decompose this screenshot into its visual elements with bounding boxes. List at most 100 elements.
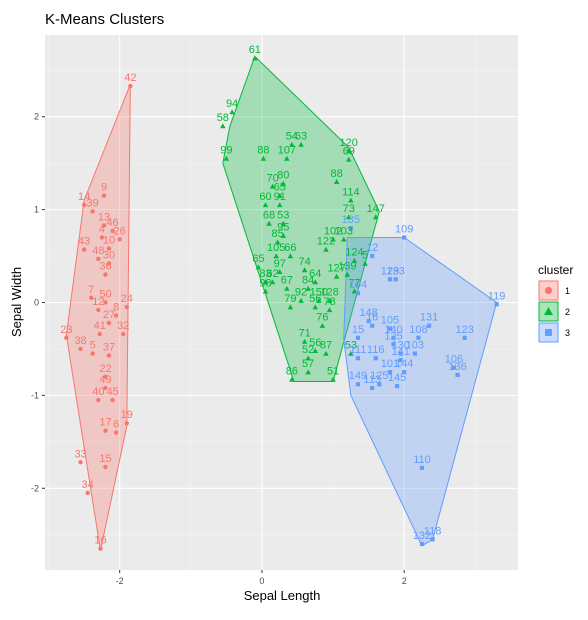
cluster-3-point bbox=[370, 323, 375, 328]
cluster-1-point bbox=[124, 421, 129, 426]
cluster-hull-2 bbox=[222, 55, 380, 382]
cluster-2-point-label: 122 bbox=[317, 236, 335, 248]
cluster-2-point bbox=[323, 246, 329, 252]
cluster-3-point bbox=[373, 356, 378, 361]
cluster-2-point-label: 92 bbox=[295, 287, 307, 299]
cluster-1-point-label: 6 bbox=[113, 419, 119, 431]
cluster-1-point-label: 32 bbox=[117, 320, 129, 332]
cluster-2-point-label: 64 bbox=[309, 268, 321, 280]
x-axis-label: Sepal Length bbox=[244, 588, 321, 603]
cluster-2-point-label: 60 bbox=[259, 191, 271, 203]
cluster-1-point bbox=[103, 385, 108, 391]
cluster-2-point bbox=[269, 183, 276, 189]
cluster-2-point bbox=[287, 304, 294, 310]
legend: cluster 1 2 3 bbox=[538, 263, 573, 343]
cluster-1-point bbox=[110, 397, 115, 403]
cluster-2-point bbox=[301, 267, 308, 273]
cluster-3-point-label: 113 bbox=[363, 374, 381, 386]
cluster-3-point-label: 12 bbox=[366, 242, 378, 254]
y-tick-label: 0 bbox=[34, 298, 39, 308]
cluster-3-point bbox=[451, 365, 457, 370]
cluster-2-point-label: 94 bbox=[226, 98, 238, 110]
cluster-2-point-label: 51 bbox=[327, 366, 339, 378]
cluster-3-point bbox=[387, 277, 393, 282]
cluster-3-point-label: 108 bbox=[409, 324, 427, 336]
cluster-2-point-label: 65 bbox=[274, 182, 286, 194]
cluster-2-point bbox=[255, 264, 262, 270]
cluster-3-point bbox=[370, 253, 375, 259]
cluster-3-point bbox=[398, 351, 403, 356]
cluster-1-point bbox=[81, 247, 87, 252]
cluster-2-point bbox=[348, 197, 354, 203]
cluster-3-point-label: 125 bbox=[384, 330, 402, 342]
cluster-3-point bbox=[348, 226, 353, 231]
cluster-2-point-label: 114 bbox=[342, 186, 360, 198]
cluster-3-point bbox=[430, 537, 435, 542]
cluster-2-point bbox=[316, 297, 322, 303]
cluster-2-point bbox=[289, 376, 295, 382]
cluster-2-point-label: 77 bbox=[348, 277, 360, 289]
cluster-2-point-label: 88 bbox=[257, 145, 269, 157]
cluster-1-point bbox=[128, 83, 133, 89]
cluster-2-point-label: 98 bbox=[259, 277, 271, 289]
cluster-1-point-label: 12 bbox=[92, 296, 104, 308]
cluster-2-point-label: 70 bbox=[266, 172, 278, 184]
cluster-2-point-label: 74 bbox=[298, 256, 310, 268]
cluster-2-point bbox=[345, 214, 352, 220]
y-tick-label: -2 bbox=[31, 483, 39, 493]
cluster-1-point-label: 8 bbox=[113, 302, 119, 314]
cluster-1-point bbox=[90, 351, 95, 356]
cluster-1-point bbox=[106, 320, 112, 326]
cluster-1-point-label: 16 bbox=[94, 535, 106, 547]
cluster-2-point bbox=[276, 269, 283, 275]
cluster-1-point-label: 39 bbox=[87, 197, 99, 209]
cluster-hull-1 bbox=[65, 84, 131, 551]
cluster-2-point-label: 85 bbox=[271, 228, 283, 240]
cluster-3-point bbox=[462, 335, 467, 340]
cluster-3-point bbox=[455, 372, 460, 378]
cluster-2-point-label: 79 bbox=[284, 293, 296, 305]
cluster-2-point bbox=[330, 376, 336, 382]
cluster-1-point-label: 41 bbox=[94, 320, 106, 332]
cluster-1-point bbox=[89, 295, 94, 301]
y-axis-label: Sepal Width bbox=[9, 267, 24, 337]
cluster-3-point-label: 16 bbox=[366, 312, 378, 324]
cluster-2-point bbox=[220, 123, 226, 129]
legend-label-3: 3 bbox=[565, 328, 570, 338]
cluster-2-point bbox=[262, 279, 269, 285]
cluster-1-point bbox=[96, 397, 101, 403]
cluster-1-point-label: 10 bbox=[103, 235, 115, 247]
cluster-1-point bbox=[113, 313, 119, 318]
cluster-3-point-label: 119 bbox=[488, 290, 506, 302]
cluster-3-point bbox=[393, 277, 398, 282]
cluster-3-point-label: 109 bbox=[395, 223, 413, 235]
cluster-2-point-label: 84 bbox=[302, 275, 314, 287]
cluster-3-point-label: 111 bbox=[350, 344, 367, 356]
cluster-2-point-label: 127 bbox=[327, 262, 345, 274]
cluster-1-point bbox=[113, 430, 119, 435]
cluster-1-point bbox=[90, 209, 95, 214]
cluster-3-point-label: 135 bbox=[342, 214, 360, 226]
cluster-2-point-label: 53 bbox=[277, 210, 289, 222]
cluster-2-point bbox=[274, 239, 281, 245]
chart-title: K-Means Clusters bbox=[45, 11, 164, 28]
cluster-2-point bbox=[284, 285, 290, 291]
cluster-2-point bbox=[344, 271, 351, 277]
cluster-1-point bbox=[101, 223, 107, 228]
x-tick-label: -2 bbox=[116, 576, 124, 586]
cluster-3-point-label: 118 bbox=[424, 525, 442, 537]
cluster-2-point-label: 103 bbox=[335, 225, 353, 237]
cluster-1-point bbox=[96, 307, 101, 313]
cluster-hull-3 bbox=[343, 236, 498, 547]
cluster-1-point-label: 14 bbox=[78, 191, 90, 203]
cluster-2-point-label: 73 bbox=[343, 203, 355, 215]
cluster-2-point bbox=[305, 285, 311, 291]
cluster-1-point-label: 5 bbox=[90, 340, 96, 352]
cluster-3-point-label: 105 bbox=[381, 315, 399, 327]
cluster-2-point-label: 97 bbox=[274, 258, 286, 270]
cluster-1-point bbox=[106, 246, 112, 251]
cluster-3-point-label: 101 bbox=[381, 358, 399, 370]
cluster-3-point bbox=[355, 382, 361, 387]
cluster-2-point-label: 66 bbox=[284, 242, 296, 254]
cluster-2-point-label: 62 bbox=[266, 268, 278, 280]
